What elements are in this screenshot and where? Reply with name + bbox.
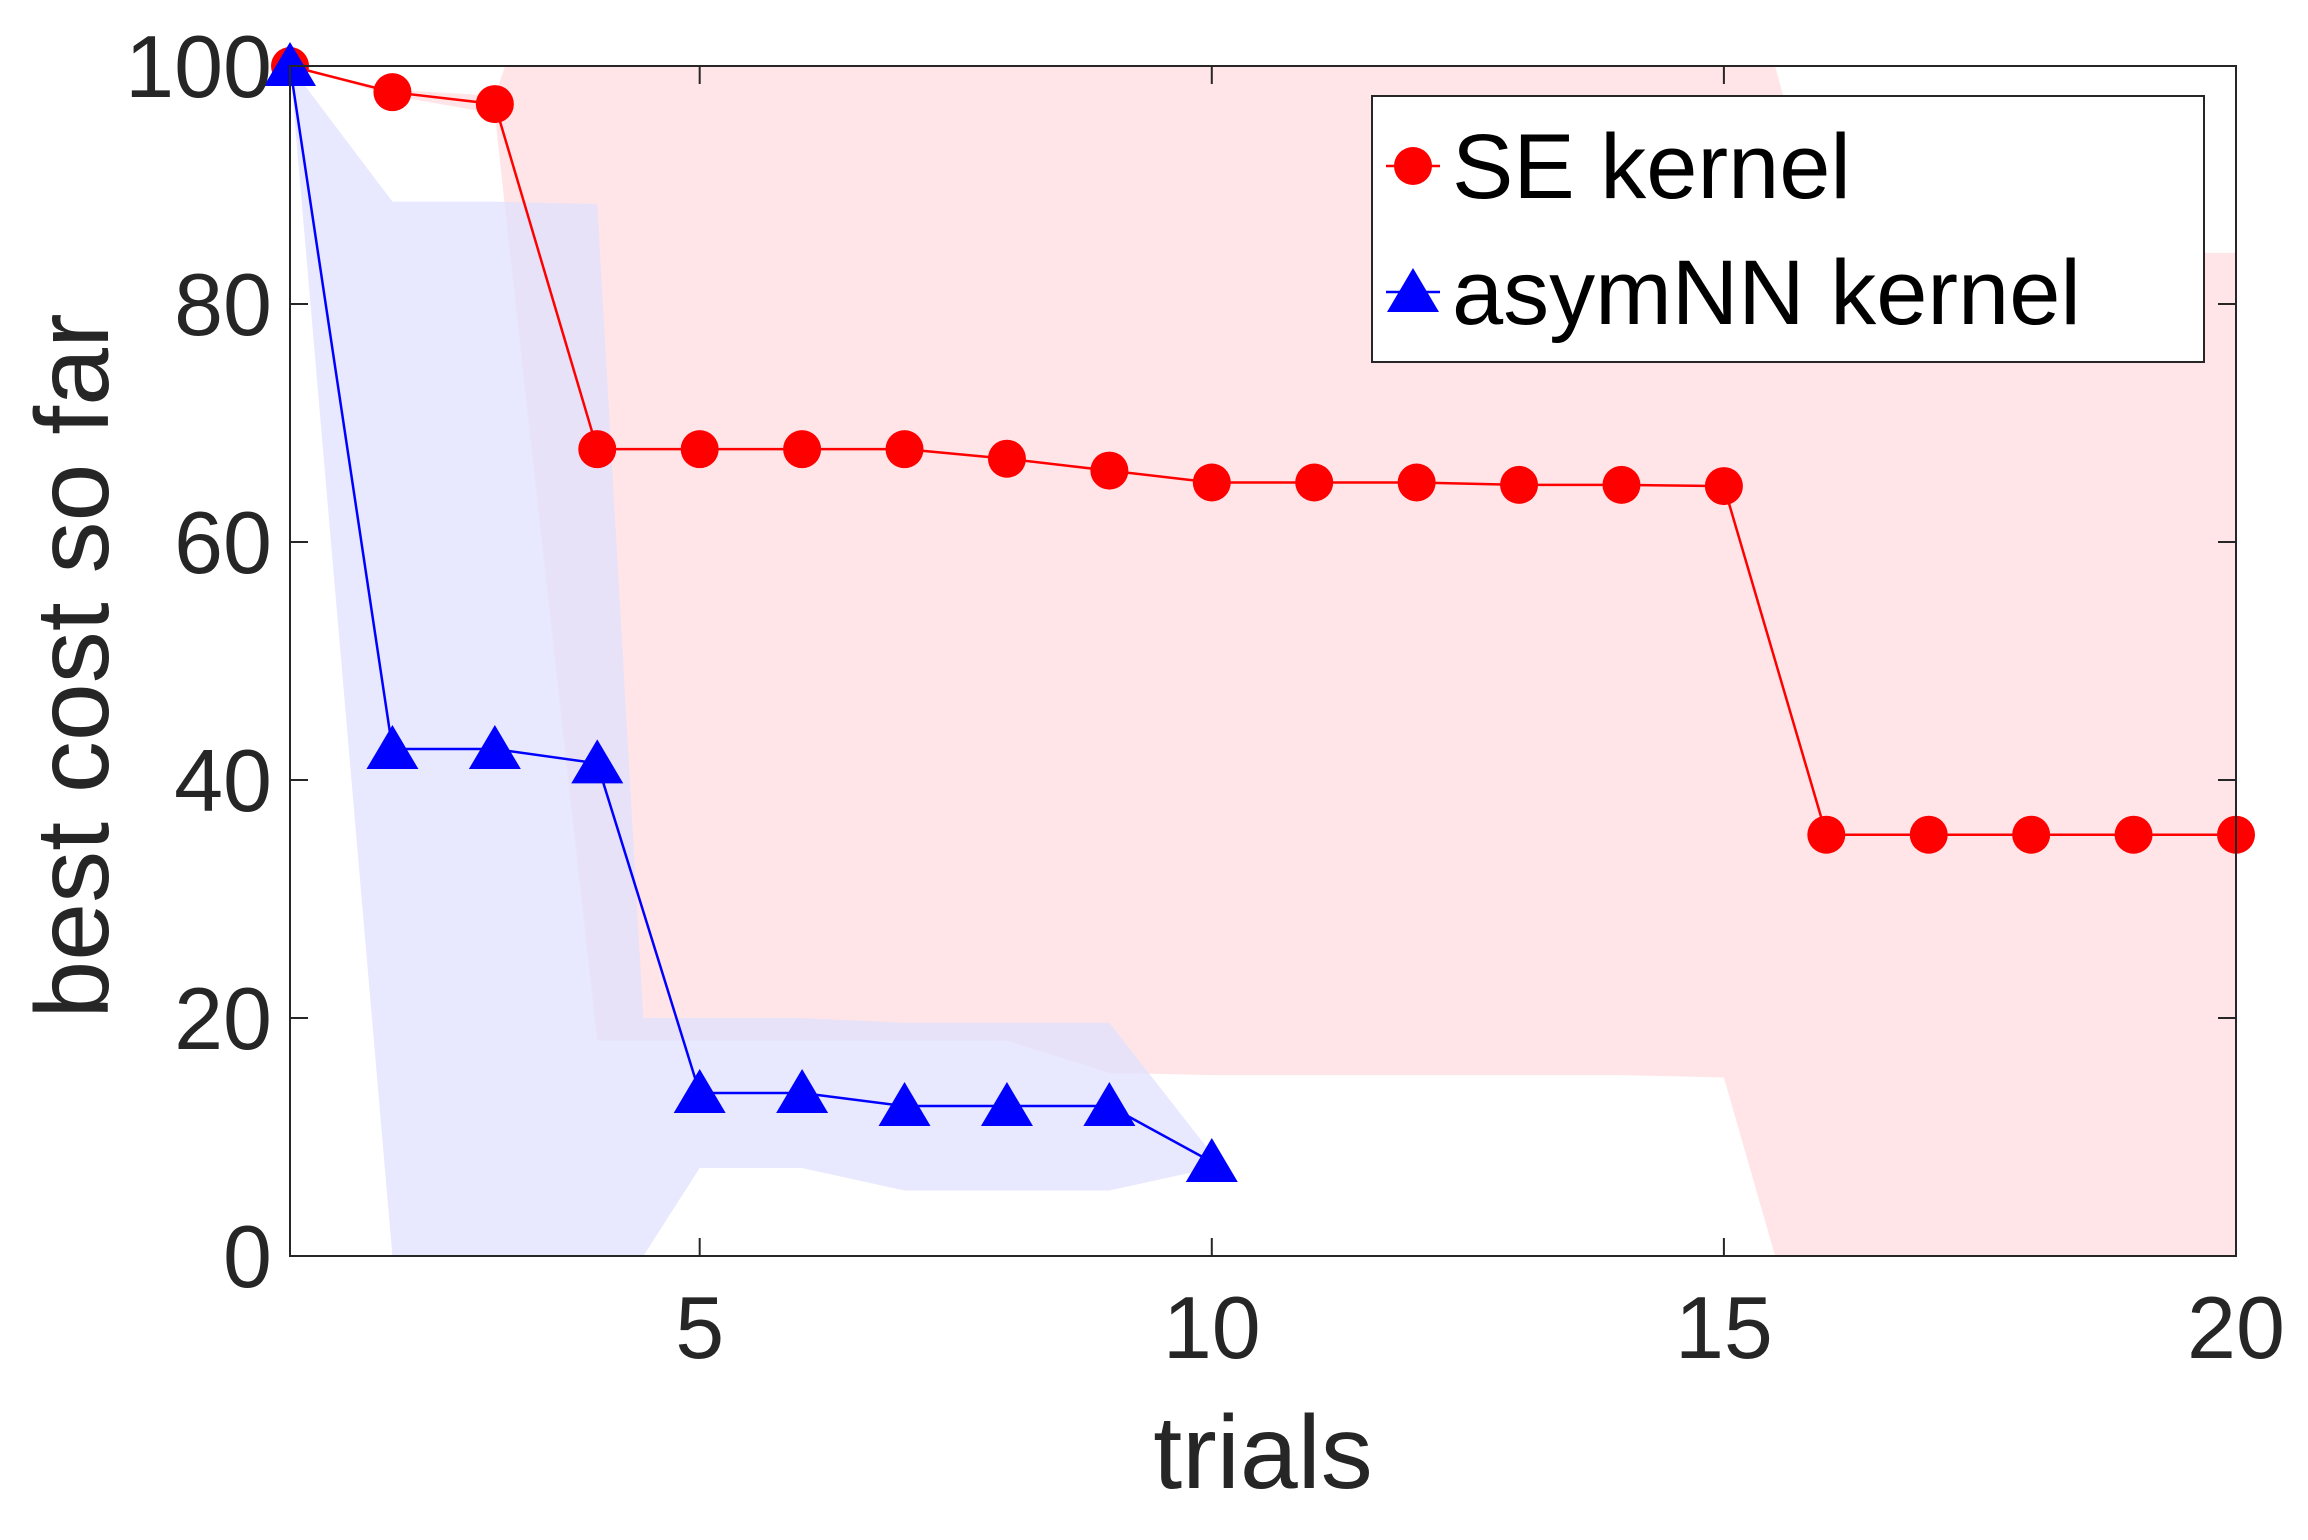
line-asymnn-kernel: [288, 65, 1213, 1164]
point-se-kernel: [2114, 815, 2153, 854]
confidence-bands: [290, 66, 2236, 1256]
point-se-kernel: [680, 430, 719, 469]
point-se-kernel: [2012, 815, 2051, 854]
y-axis-title: best cost so far: [15, 313, 131, 1018]
x-tick-label: 20: [2187, 1278, 2285, 1377]
x-tick-label: 15: [1675, 1278, 1773, 1377]
point-se-kernel: [475, 85, 514, 124]
y-tick-label: 40: [174, 731, 272, 830]
series-markers: [264, 42, 2255, 1182]
legend-marker-asymnn-kernel: [1387, 268, 1439, 312]
point-se-kernel: [885, 430, 924, 469]
legend-label-asymnn-kernel: asymNN kernel: [1452, 242, 2081, 344]
y-tick-label: 20: [174, 969, 272, 1068]
legend-label-se-kernel: SE kernel: [1452, 116, 1851, 218]
point-asymnn-kernel: [878, 1082, 931, 1127]
y-tick-label: 100: [125, 17, 272, 116]
point-se-kernel: [1909, 815, 1948, 854]
point-se-kernel: [1397, 463, 1436, 502]
point-se-kernel: [1192, 463, 1231, 502]
point-asymnn-kernel: [1083, 1082, 1136, 1127]
point-asymnn-kernel: [673, 1068, 726, 1113]
y-tick-label: 0: [223, 1207, 272, 1306]
point-se-kernel: [1704, 467, 1743, 506]
point-asymnn-kernel: [980, 1082, 1033, 1127]
point-asymnn-kernel: [468, 725, 521, 770]
legend-marker-se-kernel: [1394, 147, 1432, 185]
band-se-kernel: [290, 66, 2236, 1256]
point-se-kernel: [1090, 451, 1129, 490]
point-se-kernel: [373, 73, 412, 112]
point-asymnn-kernel: [571, 739, 624, 784]
y-tick-label: 80: [174, 255, 272, 354]
y-tick-label: 60: [174, 493, 272, 592]
x-axis-title: trials: [1153, 1395, 1373, 1511]
point-asymnn-kernel: [366, 725, 419, 770]
tick-labels: 0 20 40 60 80 100 5 10 15 20: [125, 17, 2285, 1377]
point-se-kernel: [1295, 463, 1334, 502]
point-se-kernel: [783, 430, 822, 469]
point-se-kernel: [1500, 465, 1539, 504]
axis-ticks: [290, 65, 2237, 1257]
x-tick-label: 5: [675, 1278, 724, 1377]
point-asymnn-kernel: [776, 1068, 829, 1113]
band-asymnn-kernel: [290, 66, 1212, 1256]
point-se-kernel: [1602, 465, 1641, 504]
point-se-kernel: [987, 439, 1026, 478]
point-asymnn-kernel: [264, 42, 316, 86]
legend-box: [1371, 95, 2205, 363]
point-se-kernel: [1807, 815, 1846, 854]
point-se-kernel: [578, 430, 617, 469]
point-asymnn-kernel: [1185, 1137, 1238, 1182]
legend: SE kernel asymNN kernel: [1371, 95, 2205, 363]
plot-frame: [289, 65, 2237, 1257]
x-tick-label: 10: [1163, 1278, 1261, 1377]
